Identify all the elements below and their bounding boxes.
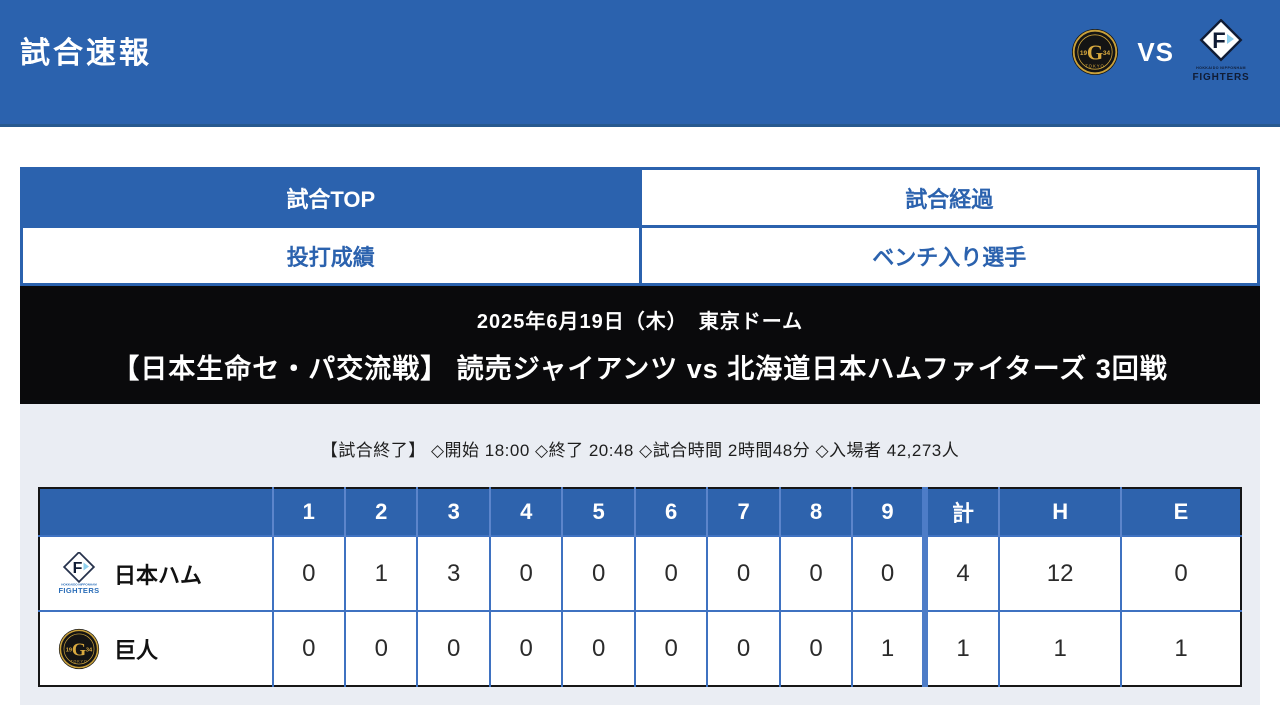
tab-game-top[interactable]: 試合TOP [23, 170, 639, 225]
inning-header: 4 [488, 488, 563, 536]
inning-score: 0 [778, 610, 853, 686]
inning-score: 0 [271, 610, 346, 686]
svg-text:HOKKAIDO NIPPONHAM: HOKKAIDO NIPPONHAM [1196, 66, 1246, 70]
fighters-logo-icon: F HOKKAIDO NIPPONHAM FIGHTERS [58, 551, 99, 595]
game-matchup-title: 【日本生命セ・パ交流戦】 読売ジャイアンツ vs 北海道日本ハムファイターズ 3… [112, 353, 1168, 384]
vs-label: VS [1137, 36, 1174, 67]
hits-total: 12 [998, 535, 1122, 611]
fighters-logo-icon: F HOKKAIDO NIPPONHAM FIGHTERS [1193, 19, 1250, 83]
score-section: 【試合終了】 ◇開始 18:00 ◇終了 20:48 ◇試合時間 2時間48分 … [20, 404, 1260, 705]
svg-text:19: 19 [66, 647, 72, 653]
giants-logo-icon: G 19 34 TOKYO [1072, 29, 1119, 75]
game-banner: 2025年6月19日（木） 東京ドーム 【日本生命セ・パ交流戦】 読売ジャイアン… [20, 286, 1260, 404]
inning-score: 0 [488, 535, 563, 611]
inning-score: 0 [488, 610, 563, 686]
inning-score: 0 [633, 535, 708, 611]
inning-header: 6 [633, 488, 708, 536]
svg-text:TOKYO: TOKYO [1086, 64, 1106, 69]
linescore-row-giants: G 19 34 TOKYO 巨人 0 0 0 0 0 0 [39, 610, 1241, 686]
tab-game-progress[interactable]: 試合経過 [641, 170, 1257, 225]
inning-score: 0 [271, 535, 346, 611]
runs-total: 4 [921, 535, 1000, 611]
svg-text:F: F [73, 560, 83, 577]
svg-text:G: G [72, 639, 86, 659]
errors-header: E [1120, 488, 1241, 536]
inning-score: 0 [706, 535, 780, 611]
errors-total: 0 [1120, 535, 1241, 611]
inning-header: 3 [416, 488, 490, 536]
inning-score: 0 [851, 535, 925, 611]
team-name: 日本ハム [114, 562, 203, 588]
page-title: 試合速報 [20, 37, 152, 70]
page-header: 試合速報 G 19 34 TOKYO VS F HOKKAIDO NIPPONH… [0, 0, 1280, 127]
tab-batting-pitching-stats[interactable]: 投打成績 [23, 228, 639, 283]
inning-header: 2 [344, 488, 418, 536]
linescore-row-fighters: F HOKKAIDO NIPPONHAM FIGHTERS 日本ハム 0 1 3… [39, 535, 1241, 611]
svg-text:TOKYO: TOKYO [70, 659, 87, 663]
svg-text:FIGHTERS: FIGHTERS [1193, 72, 1250, 83]
inning-score: 0 [344, 610, 418, 686]
inning-header: 5 [561, 488, 635, 536]
svg-text:F: F [1212, 28, 1225, 53]
errors-total: 1 [1120, 610, 1241, 686]
inning-score: 1 [851, 610, 925, 686]
team-name: 巨人 [114, 637, 159, 663]
matchup-logos: G 19 34 TOKYO VS F HOKKAIDO NIPPONHAM FI… [1071, 16, 1250, 88]
linescore-header-row: 1 2 3 4 5 6 7 8 9 計 H E [39, 488, 1241, 536]
game-status-line: 【試合終了】 ◇開始 18:00 ◇終了 20:48 ◇試合時間 2時間48分 … [320, 441, 960, 460]
game-date-venue: 2025年6月19日（木） 東京ドーム [476, 310, 804, 333]
team-column-header [39, 488, 273, 536]
inning-score: 3 [416, 535, 490, 611]
runs-total: 1 [921, 610, 1000, 686]
inning-score: 1 [344, 535, 418, 611]
runs-total-header: 計 [921, 488, 1000, 536]
inning-score: 0 [778, 535, 853, 611]
svg-text:34: 34 [1103, 50, 1111, 57]
tab-bench-players[interactable]: ベンチ入り選手 [641, 228, 1257, 283]
linescore-table: 1 2 3 4 5 6 7 8 9 計 H E [38, 487, 1242, 687]
inning-header: 9 [851, 488, 925, 536]
svg-text:19: 19 [1080, 50, 1088, 57]
hits-total: 1 [998, 610, 1122, 686]
inning-header: 1 [271, 488, 346, 536]
inning-score: 0 [561, 535, 635, 611]
inning-score: 0 [561, 610, 635, 686]
svg-text:34: 34 [86, 647, 93, 653]
inning-score: 0 [633, 610, 708, 686]
giants-logo-icon: G 19 34 TOKYO [58, 628, 100, 669]
inning-score: 0 [706, 610, 780, 686]
svg-text:G: G [1087, 41, 1103, 65]
inning-score: 0 [416, 610, 490, 686]
svg-text:FIGHTERS: FIGHTERS [58, 586, 99, 595]
game-tabs: 試合TOP 試合経過 投打成績 ベンチ入り選手 [20, 167, 1260, 286]
hits-header: H [998, 488, 1122, 536]
svg-text:HOKKAIDO NIPPONHAM: HOKKAIDO NIPPONHAM [61, 582, 97, 586]
inning-header: 7 [706, 488, 780, 536]
inning-header: 8 [778, 488, 853, 536]
